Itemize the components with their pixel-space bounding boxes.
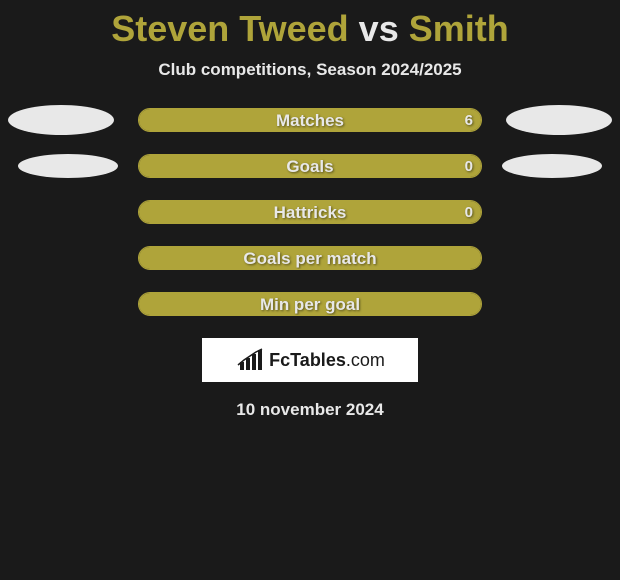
stat-value-right: 0: [465, 155, 473, 178]
title-vs: vs: [359, 8, 399, 49]
player1-marker-ellipse: [8, 105, 114, 135]
stat-bar-track: Min per goal: [138, 292, 482, 316]
stat-rows: 6Matches 0Goals 0Hattricks Goals per match M…: [0, 108, 620, 316]
logo-text: FcTables.com: [269, 350, 385, 371]
stat-value-right: 0: [465, 201, 473, 224]
stat-bar-fill: [139, 109, 481, 131]
player2-name: Smith: [409, 8, 509, 49]
stat-bar-track: 0Goals: [138, 154, 482, 178]
stat-row: Goals per match: [0, 246, 620, 270]
stat-bar-fill: [139, 247, 481, 269]
stat-row: 0Hattricks: [0, 200, 620, 224]
chart-icon: [235, 348, 265, 372]
stat-row: Min per goal: [0, 292, 620, 316]
logo-box: FcTables.com: [202, 338, 418, 382]
stat-bar-fill: [139, 155, 481, 177]
player1-marker-ellipse: [18, 154, 118, 178]
logo-brand: FcTables: [269, 350, 346, 370]
stat-bar-track: Goals per match: [138, 246, 482, 270]
subtitle: Club competitions, Season 2024/2025: [0, 60, 620, 80]
title: Steven Tweed vs Smith: [0, 8, 620, 50]
player1-name: Steven Tweed: [111, 8, 348, 49]
comparison-card: Steven Tweed vs Smith Club competitions,…: [0, 0, 620, 420]
stat-bar-fill: [139, 201, 481, 223]
logo-suffix: .com: [346, 350, 385, 370]
stat-value-right: 6: [465, 109, 473, 132]
player2-marker-ellipse: [506, 105, 612, 135]
stat-bar-fill: [139, 293, 481, 315]
date: 10 november 2024: [0, 400, 620, 420]
stat-bar-track: 6Matches: [138, 108, 482, 132]
stat-bar-track: 0Hattricks: [138, 200, 482, 224]
stat-row: 6Matches: [0, 108, 620, 132]
player2-marker-ellipse: [502, 154, 602, 178]
stat-row: 0Goals: [0, 154, 620, 178]
